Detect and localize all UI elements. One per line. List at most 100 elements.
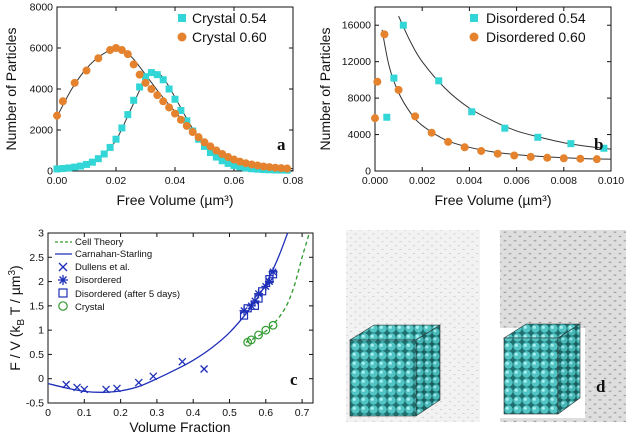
disordered-0-60-point — [527, 153, 535, 161]
crystal-0-60-point — [53, 112, 61, 120]
panel-a-letter: a — [277, 135, 286, 154]
y-tick-label: 2 — [38, 276, 44, 288]
dullens-et-al-point — [179, 358, 186, 365]
y-tick-label: 2.5 — [29, 252, 44, 264]
crystal-0-54-point — [124, 111, 131, 118]
panel-d-images: d — [346, 230, 626, 422]
crystal-0-54-point — [166, 86, 173, 93]
x-tick-label: 0.5 — [222, 407, 237, 419]
legend-c-disordered-label: Disordered — [75, 275, 121, 286]
y-tick-label: 16000 — [342, 20, 371, 32]
panel-b-letter: b — [594, 135, 603, 154]
crystal-0-54-point — [107, 144, 114, 151]
panel-a-ylabel: Number of Particles — [3, 28, 19, 151]
y-tick-label: 4000 — [30, 84, 54, 96]
dullens-et-al-point — [63, 381, 70, 388]
disordered-0-60-point — [411, 112, 419, 120]
y-tick-label: 3 — [38, 228, 44, 240]
crystal-0-60-point — [183, 122, 191, 130]
legend-b-disordered054-label: Disordered 0.54 — [486, 10, 586, 26]
crystal-0-60-point — [147, 85, 155, 93]
disordered-0-54-point — [390, 75, 397, 82]
panel-b-legend: Disordered 0.54 Disordered 0.60 — [470, 10, 586, 45]
crystal-0-54-point — [172, 96, 179, 103]
crystal-0-54-fit-line — [57, 72, 293, 171]
panel-a-chart: 0.00 0.02 0.04 0.06 0.08 0 2000 4000 6000 8000 Fr… — [3, 2, 303, 209]
crystal-0-60-point — [283, 165, 291, 173]
x-tick-label: 0.010 — [598, 175, 624, 187]
x-tick-label: 0.6 — [259, 407, 274, 419]
x-tick-label: 0.2 — [113, 407, 128, 419]
crystal-0-60-point — [165, 103, 173, 111]
disordered-0-60-point — [461, 143, 469, 151]
legend-a-crystal060-marker — [178, 33, 187, 42]
crystal-0-54-point — [118, 124, 125, 131]
panel-c-markers — [63, 267, 278, 393]
crystal-0-60-point — [124, 50, 132, 58]
x-tick-label: 0.006 — [503, 175, 529, 187]
panel-c-ylabel: F / V (kB T / µm3) — [7, 265, 27, 370]
dullens-et-al-point — [135, 379, 142, 386]
x-tick-label: 0.08 — [283, 175, 304, 187]
crystal-point — [269, 321, 277, 329]
legend-b-disordered060-marker — [470, 33, 479, 42]
legend-a-crystal054-label: Crystal 0.54 — [192, 10, 267, 26]
x-tick-label: 0.008 — [551, 175, 577, 187]
legend-c-dullens-marker — [59, 263, 67, 271]
disordered-0-54-point — [383, 114, 390, 121]
disordered-0-54-point — [435, 77, 442, 84]
y-tick-label: 0 — [47, 166, 53, 178]
legend-c-disordered5d-marker — [59, 289, 67, 297]
disordered-0-54-point — [534, 134, 541, 141]
x-tick-label: 0.06 — [224, 175, 245, 187]
legend-c-cell-theory-label: Cell Theory — [75, 237, 124, 248]
disordered-0-60-point — [477, 147, 485, 155]
y-tick-label: 0 — [38, 373, 44, 385]
disordered-0-60-fit-line — [382, 30, 611, 159]
y-tick-label: 12000 — [342, 56, 371, 68]
panel-b-xlabel: Free Volume (µm³) — [435, 192, 552, 208]
disordered-3d-render — [500, 324, 585, 418]
x-tick-label: 0 — [45, 407, 51, 419]
disordered-0-60-point — [373, 78, 381, 86]
y-tick-label: -0.5 — [26, 398, 44, 410]
legend-c-dullens-label: Dullens et al. — [75, 262, 130, 273]
x-tick-label: 0.04 — [165, 175, 186, 187]
x-tick-label: 0.4 — [186, 407, 201, 419]
x-tick-label: 0.3 — [150, 407, 165, 419]
legend-c-carnahan-label: Carnahan-Starling — [75, 249, 152, 260]
y-tick-label: 2000 — [30, 125, 54, 137]
panel-a-xlabel: Free Volume (µm³) — [117, 192, 234, 208]
y-tick-label: 6000 — [30, 43, 54, 55]
crystal-0-60-point — [142, 79, 150, 87]
legend-a-crystal060-label: Crystal 0.60 — [192, 29, 267, 45]
y-tick-label: 1 — [38, 325, 44, 337]
disordered-0-60-point — [593, 155, 601, 163]
disordered-0-60-point — [444, 138, 452, 146]
crystal-0-54-point — [101, 150, 108, 157]
panel-b-ylabel: Number of Particles — [317, 28, 333, 151]
legend-c-disordered5d-label: Disordered (after 5 days) — [75, 289, 180, 300]
dullens-et-al-point — [150, 373, 157, 380]
x-tick-label: 0.02 — [106, 175, 127, 187]
y-tick-label: 1.5 — [29, 300, 44, 312]
legend-c-crystal-marker — [59, 302, 67, 310]
crystal-0-60-point — [130, 60, 138, 68]
disordered-0-60-point — [510, 152, 518, 160]
legend-c-crystal-label: Crystal — [75, 302, 105, 313]
panel-a-legend: Crystal 0.54 Crystal 0.60 — [178, 10, 267, 45]
x-tick-label: 0.7 — [295, 407, 310, 419]
panel-c-chart: 0 0.1 0.2 0.3 0.4 0.5 0.6 0.7-0.500.511.522.53 … — [7, 228, 313, 436]
disordered-0-54-point — [501, 125, 508, 132]
panel-c-xlabel: Volume Fraction — [129, 419, 230, 435]
crystal-0-60-point — [171, 110, 179, 118]
y-tick-label: 8000 — [30, 2, 54, 14]
panel-c-letter: c — [290, 370, 298, 389]
disordered-0-54-point — [400, 22, 407, 29]
cell-theory-line — [246, 233, 310, 342]
crystal-0-60-fit-line — [57, 49, 293, 169]
legend-b-disordered054-marker — [470, 14, 478, 22]
legend-a-crystal054-marker — [178, 14, 186, 22]
panel-b-chart: 0.000 0.002 0.004 0.006 0.008 0.0100400080001… — [317, 7, 624, 208]
crystal-3d-render — [350, 325, 440, 416]
